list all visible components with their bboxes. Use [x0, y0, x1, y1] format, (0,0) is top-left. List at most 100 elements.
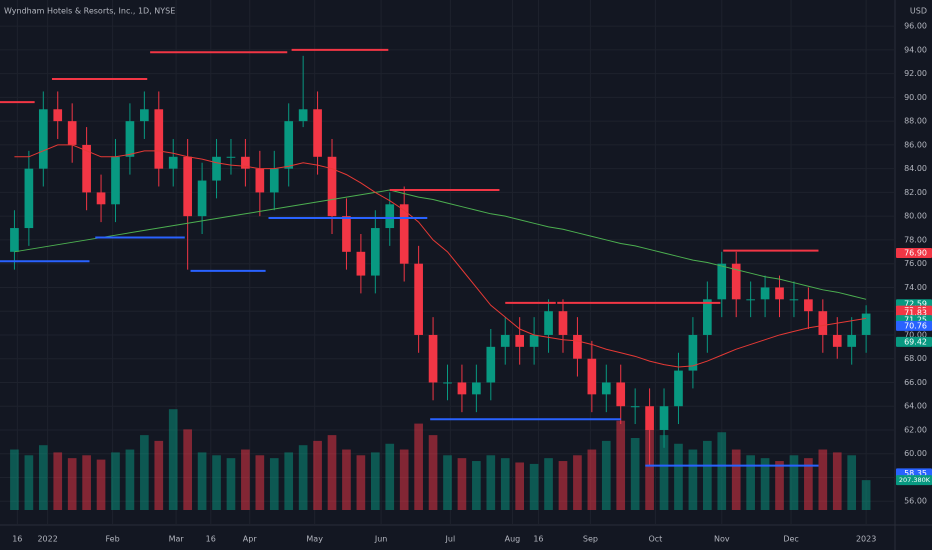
- candle-body: [125, 121, 135, 157]
- volume-bar: [847, 455, 857, 510]
- volume-bar: [616, 420, 626, 510]
- y-tick-label: 80.00: [904, 212, 927, 221]
- candle-body: [457, 382, 467, 395]
- volume-bar: [10, 449, 19, 510]
- volume-bar: [38, 445, 48, 510]
- volume-bar: [226, 458, 236, 510]
- volume-bar: [818, 449, 828, 510]
- volume-bar: [703, 440, 712, 510]
- candle-body: [760, 287, 770, 300]
- moving-average-line: [14, 144, 867, 368]
- volume-bar: [573, 455, 582, 510]
- volume-bar: [746, 455, 755, 510]
- y-tick-label: 96.00: [904, 22, 927, 31]
- price-label: 70.76: [904, 321, 927, 330]
- candle-body: [370, 228, 380, 276]
- volume-bar: [342, 449, 351, 510]
- volume-bar: [298, 445, 308, 510]
- candle-body: [168, 156, 178, 169]
- volume-bar: [212, 455, 221, 510]
- volume-bar: [832, 452, 842, 510]
- x-tick-label: Aug: [505, 535, 521, 544]
- price-label-box: [896, 336, 932, 347]
- candle-body: [688, 334, 698, 371]
- y-tick-label: 94.00: [904, 45, 927, 54]
- candle-body: [645, 406, 654, 430]
- price-label-box: [896, 247, 932, 258]
- volume-bar: [269, 458, 279, 510]
- y-tick-label: 70.00: [904, 330, 927, 339]
- volume-bar: [197, 452, 207, 510]
- volume-bar: [688, 449, 698, 510]
- volume-bar: [370, 452, 380, 510]
- volume-bar: [327, 435, 337, 510]
- price-label: 69.42: [904, 337, 927, 346]
- volume-bar: [515, 462, 525, 510]
- candle-body: [385, 204, 395, 229]
- x-tick-label: Sep: [583, 535, 598, 544]
- volume-bar: [96, 459, 106, 510]
- grid: [0, 0, 895, 525]
- y-tick-label: 62.00: [904, 425, 927, 434]
- price-label: 71.83: [904, 309, 927, 318]
- y-tick-label: 64.00: [904, 402, 927, 411]
- candle-body: [789, 299, 799, 301]
- candle-body: [313, 109, 322, 157]
- volume-bar: [428, 435, 438, 510]
- x-tick-label: 16: [12, 535, 22, 544]
- candle-body: [140, 109, 149, 122]
- y-tick-label: 74.00: [904, 283, 927, 292]
- volume-bar: [601, 440, 611, 510]
- candle-body: [197, 180, 207, 217]
- x-tick-label: Mar: [169, 535, 185, 544]
- candle-body: [500, 334, 510, 347]
- volume-bar: [111, 452, 120, 510]
- y-tick-label: 92.00: [904, 69, 927, 78]
- x-tick-label: Feb: [106, 535, 120, 544]
- y-tick-label: 76.00: [904, 259, 927, 268]
- candle-body: [183, 156, 192, 217]
- volume-bar: [67, 458, 77, 510]
- candle-body: [717, 263, 727, 300]
- candle-body: [226, 156, 236, 158]
- y-tick-label: 84.00: [904, 164, 927, 173]
- volume-bar: [472, 461, 481, 510]
- candle-body: [573, 334, 582, 359]
- volume-bar: [674, 443, 683, 510]
- volume-bar: [399, 449, 409, 510]
- volume-bar: [731, 449, 741, 510]
- candle-body: [38, 109, 48, 169]
- currency: USD: [910, 7, 927, 16]
- candle-body: [731, 263, 741, 300]
- candle-body: [428, 334, 438, 383]
- x-tick-label: Dec: [783, 535, 798, 544]
- y-tick-label: 90.00: [904, 93, 927, 102]
- volume-layer: [10, 409, 871, 510]
- y-tick-label: 78.00: [904, 235, 927, 244]
- volume-bar: [284, 452, 294, 510]
- volume-bar: [659, 435, 669, 510]
- candle-body: [616, 382, 626, 407]
- volume-bar: [53, 452, 63, 510]
- candle-body: [659, 406, 669, 430]
- volume-bar: [125, 449, 135, 510]
- candle-body: [255, 168, 265, 193]
- candle-body: [10, 228, 19, 252]
- volume-label-box: [896, 475, 932, 486]
- candle-body: [558, 311, 568, 335]
- volume-bar: [587, 449, 597, 510]
- candle-body: [746, 299, 755, 301]
- x-tick-label: Oct: [648, 535, 662, 544]
- volume-bar: [168, 409, 178, 510]
- y-tick-label: 56.00: [904, 497, 927, 506]
- y-tick-label: 66.00: [904, 378, 927, 387]
- volume-bar: [861, 480, 871, 510]
- candle-body: [111, 156, 120, 205]
- candle-body: [630, 406, 640, 408]
- volume-bar: [313, 440, 322, 510]
- candle-body: [818, 311, 828, 335]
- volume-bar: [241, 449, 250, 510]
